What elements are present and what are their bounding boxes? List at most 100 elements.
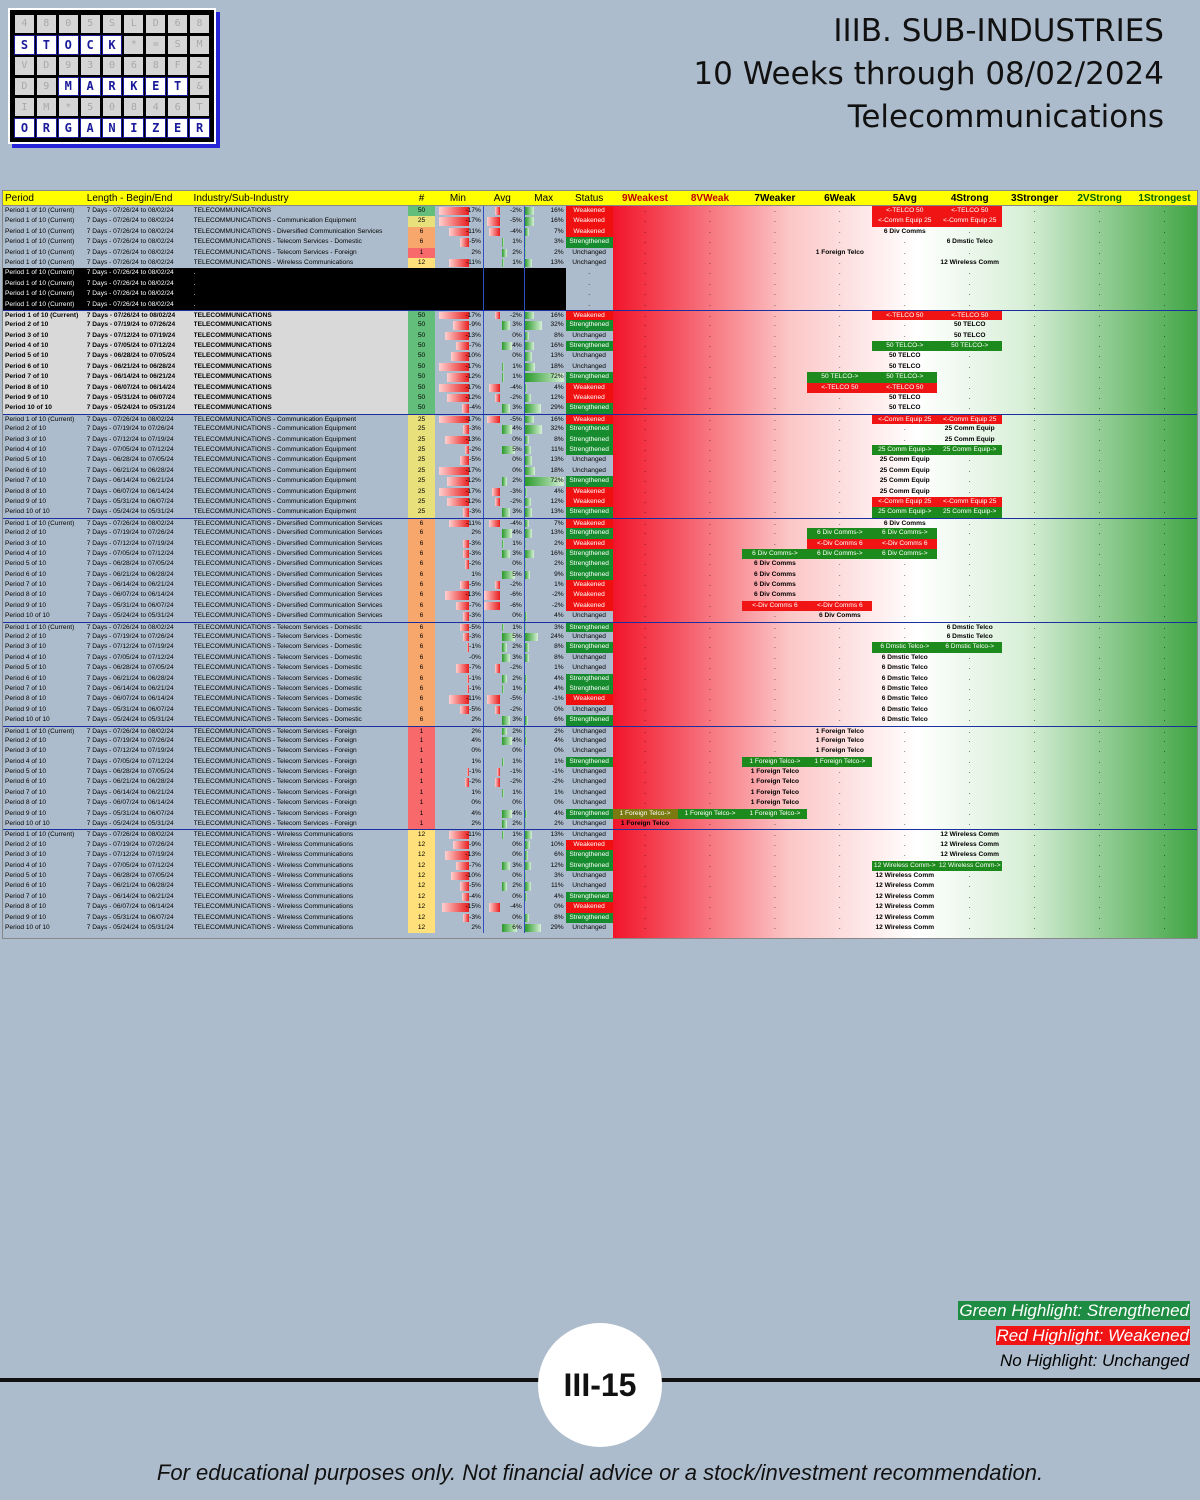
avg-value: 4% xyxy=(512,425,522,433)
zone-cell-8vweak: . xyxy=(709,207,711,214)
zone-cell-6weak: . xyxy=(838,851,841,859)
max-bar xyxy=(524,311,534,320)
avg-value: 1% xyxy=(512,258,522,266)
min-bar xyxy=(459,581,469,590)
table-row: Period 7 of 10 7 Days - 06/14/24 to 06/21… xyxy=(3,580,1197,591)
logo-letter: 6 xyxy=(168,98,188,117)
zone-cell-3stronger: . xyxy=(1033,601,1036,609)
period-cell: Period 10 of 10 xyxy=(5,612,50,620)
zone-cell-9weakest: . xyxy=(644,882,646,890)
count-cell: 1 xyxy=(408,746,435,757)
zone-headers: 9Weakest 8VWeak 7Weaker 6Weak 5Avg 4Strong 3St… xyxy=(613,191,1197,205)
avg-bar xyxy=(501,674,508,683)
industry-cell: TELECOMMUNICATIONS - Telecom Services - … xyxy=(193,809,357,817)
industry-cell: TELECOMMUNICATIONS - Wireless Communicat… xyxy=(193,258,354,266)
min-cell: -5% xyxy=(435,580,483,590)
industry-cell: TELECOMMUNICATIONS - Telecom Services - … xyxy=(193,757,357,765)
zone-cell-1strongest: . xyxy=(1163,757,1166,765)
max-value: 29% xyxy=(550,404,564,412)
industry-cell: TELECOMMUNICATIONS - Telecom Services - … xyxy=(193,768,357,776)
period-cell: Period 8 of 10 xyxy=(5,591,47,599)
min-value: -11% xyxy=(465,831,481,839)
status-cell: Strengthened xyxy=(565,808,613,820)
zone-cell-8vweak: . xyxy=(709,362,711,370)
zone-cell-5avg: . xyxy=(903,331,906,339)
zone-cell-2vstrong: . xyxy=(1098,601,1101,609)
zone-cell-7weaker: . xyxy=(773,529,776,537)
zone-cell-7weaker: . xyxy=(773,820,776,828)
period-cell: Period 8 of 10 xyxy=(5,903,47,911)
zone-cell-9weakest: . xyxy=(644,415,646,423)
count-cell: 50 xyxy=(408,341,435,352)
zone-cell-5avg: . xyxy=(903,570,906,578)
avg-bar xyxy=(501,445,515,455)
zone-cell-4strong: . xyxy=(968,768,971,776)
zone-cell-4strong: . xyxy=(968,560,971,568)
zone-cell-5avg: 12 Wireless Comm xyxy=(875,892,935,900)
avg-value: 4% xyxy=(512,529,522,537)
max-cell: 2% xyxy=(523,819,566,830)
min-bar xyxy=(450,352,469,361)
table-row: Period 1 of 10 (Current) 7 Days - 07/26/2… xyxy=(3,829,1197,840)
zone-cell-5avg: . xyxy=(903,258,906,266)
max-value: 13% xyxy=(550,352,564,360)
zone-cell-5avg: . xyxy=(903,248,906,256)
count-cell: 50 xyxy=(408,351,435,362)
zone-cell-4strong: . xyxy=(968,570,971,578)
status-cell: Weakened xyxy=(565,839,613,851)
min-value: -3% xyxy=(469,425,481,433)
zone-cell-3stronger: . xyxy=(1033,383,1036,391)
zone-cell-9weakest: . xyxy=(644,840,646,848)
status-cell: . xyxy=(588,279,591,287)
zone-cell-7weaker: . xyxy=(773,300,776,308)
zone-cell-3stronger: . xyxy=(1033,394,1036,402)
logo-letter: E xyxy=(167,118,189,138)
avg-bar xyxy=(501,425,513,434)
zone-cell-2vstrong: . xyxy=(1098,342,1101,350)
table-row: Period 1 of 10 (Current) 7 Days - 07/26/2… xyxy=(3,237,1197,248)
max-cell: 1% xyxy=(523,663,566,674)
min-value: -12% xyxy=(465,477,481,485)
zone-cell-9weakest: . xyxy=(644,570,646,578)
min-bar xyxy=(461,404,469,413)
period-cell: Period 8 of 10 xyxy=(3,382,87,394)
industry-cell: TELECOMMUNICATIONS - Communication Equip… xyxy=(193,466,357,474)
logo-letter: S xyxy=(14,34,35,55)
count-cell: 6 xyxy=(408,622,435,633)
table-row: Period 4 of 10 7 Days - 07/05/24 to 07/12… xyxy=(3,341,1197,352)
zone-cell-2vstrong: . xyxy=(1098,581,1101,589)
table-row: Period 1 of 10 (Current) 7 Days - 07/26/2… xyxy=(3,247,1197,258)
zone-cell-7weaker: . xyxy=(773,342,776,350)
logo-letter: 8 xyxy=(190,15,209,33)
min-cell: -7% xyxy=(435,601,483,611)
zone-cell-1strongest: . xyxy=(1163,581,1166,589)
logo-letter: I xyxy=(15,98,34,117)
zone-cell-9weakest: . xyxy=(644,736,646,744)
industry-cell: TELECOMMUNICATIONS - Communication Equip… xyxy=(193,497,357,505)
avg-cell: -2% xyxy=(482,580,524,591)
zone-cell-8vweak: . xyxy=(709,331,711,339)
avg-bar xyxy=(494,311,500,320)
zone-cell-8vweak: . xyxy=(709,279,711,287)
zone-cell-7weaker: . xyxy=(773,435,776,443)
avg-cell: -6% xyxy=(482,600,524,612)
header-industry: Industry/Sub-Industry xyxy=(193,193,289,204)
logo-letter: 5 xyxy=(80,15,100,33)
table-row: Period 7 of 10 7 Days - 06/14/24 to 06/21… xyxy=(3,372,1197,383)
zone-cell-7weaker: . xyxy=(773,736,776,744)
zone-cell-9weakest: . xyxy=(644,311,646,319)
max-bar xyxy=(524,736,527,746)
zone-cell-7weaker: . xyxy=(773,352,776,360)
min-value: -5% xyxy=(469,581,481,589)
zone-cell-4strong: 25 Comm Equip-> xyxy=(937,507,1003,518)
zone-cell-1strongest: . xyxy=(1163,279,1166,287)
zone-cell-7weaker: . xyxy=(773,633,776,641)
max-cell: 16% xyxy=(523,216,566,227)
max-value: 72% xyxy=(550,373,564,381)
status-cell: Strengthened xyxy=(565,569,613,581)
length-cell: 7 Days - 06/28/24 to 07/05/24 xyxy=(86,664,174,672)
logo-letter: Z xyxy=(145,118,167,138)
max-cell: 4% xyxy=(523,808,566,820)
zone-cell-1strongest: . xyxy=(1163,508,1166,516)
min-value: 2% xyxy=(471,727,481,735)
